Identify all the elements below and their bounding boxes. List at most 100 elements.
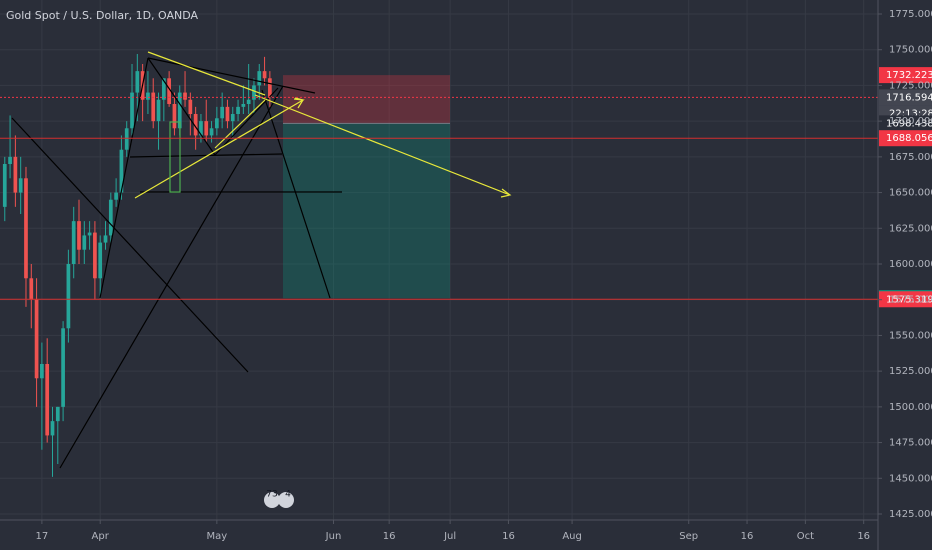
y-tick-label: 1500.000 [889, 402, 932, 413]
yellow-line [147, 51, 266, 96]
x-tick-label: Jul [443, 531, 456, 542]
candle-body [199, 121, 203, 136]
axes: 1425.000 1450.000 1475.000 1500.000 1525.000… [36, 9, 932, 542]
candle-body [241, 104, 246, 107]
candle-body [236, 106, 240, 114]
candle-body [209, 128, 214, 136]
candle-body [188, 99, 193, 114]
candle-body [135, 71, 140, 93]
candle-body [225, 106, 230, 122]
y-tick-label: 1750.000 [889, 45, 932, 56]
target-zone [283, 123, 450, 299]
candle-body [177, 92, 182, 129]
x-tick-label: Jun [325, 531, 342, 542]
candle-body [93, 232, 97, 279]
candle-body [34, 299, 39, 379]
candle-body [87, 232, 92, 236]
candle-body [167, 78, 171, 104]
candle-body [119, 149, 124, 193]
x-tick-label: Sep [679, 531, 698, 542]
candle-body [252, 85, 256, 100]
y-tick-label: 1725.000 [889, 80, 932, 91]
candle-body [8, 156, 12, 164]
candle-body [66, 264, 71, 329]
yellow-arrow [254, 94, 511, 196]
y-tick-label: 1575.000 [889, 295, 932, 306]
trendline [11, 117, 249, 373]
y-tick-label: 1425.000 [889, 509, 932, 520]
x-tick-label: Apr [92, 531, 110, 542]
x-tick-label: 16 [857, 531, 870, 542]
price-label: 1716.594 [886, 92, 932, 103]
drawings [11, 51, 512, 469]
candle-body [151, 92, 156, 122]
candle-body [220, 106, 225, 119]
candle-body [61, 328, 65, 407]
candle-body [98, 242, 103, 279]
candle-body [2, 164, 7, 207]
candle-body [71, 221, 76, 264]
price-label-box [879, 115, 932, 132]
event-count: 4 [285, 490, 291, 500]
candle-body [262, 71, 267, 79]
candle-body [246, 99, 251, 104]
trendline [59, 85, 284, 469]
candle-body [268, 78, 272, 97]
candle-body [257, 71, 262, 86]
event-icons: 73 4 [264, 490, 294, 508]
candles [2, 54, 272, 477]
x-tick-label: 16 [383, 531, 396, 542]
y-tick-label: 1625.000 [889, 223, 932, 234]
x-tick-label: 16 [741, 531, 754, 542]
price-label-box [879, 291, 932, 308]
price-label-box [879, 67, 932, 84]
candle-body [204, 121, 209, 136]
x-tick-label: May [207, 531, 228, 542]
candle-body [13, 156, 18, 193]
candle-body [114, 192, 118, 200]
candle-body [172, 104, 177, 129]
price-label: 1698.438 [886, 118, 932, 129]
price-label: 1575.319 [886, 294, 932, 305]
trendline [147, 57, 316, 94]
candle-body [183, 92, 187, 100]
price-label-box [879, 89, 932, 106]
yellow-line [214, 99, 266, 149]
candle-body [214, 118, 219, 129]
candle-body [103, 235, 108, 243]
candle-body [50, 421, 55, 436]
candle-body [18, 178, 23, 193]
y-tick-label: 1700.000 [889, 116, 932, 127]
candle-body [108, 199, 113, 236]
y-tick-label: 1600.000 [889, 259, 932, 270]
yellow-arrowhead [294, 97, 304, 109]
x-tick-label: 17 [36, 531, 49, 542]
trendline [99, 57, 149, 299]
candle-body [230, 114, 235, 122]
candle-body [29, 278, 34, 300]
candle-body [24, 178, 28, 279]
trendline [214, 87, 279, 156]
price-label-box [879, 130, 932, 147]
event-count: 73 [266, 490, 277, 500]
candle-body [82, 235, 87, 250]
price-label: 1732.223 [886, 70, 932, 81]
x-tick-label: Oct [797, 531, 814, 542]
y-tick-label: 1675.000 [889, 152, 932, 163]
event-icon [278, 492, 294, 508]
y-tick-label: 1450.000 [889, 473, 932, 484]
position-boxes [283, 75, 450, 299]
candle-body [161, 78, 166, 100]
trendline [147, 57, 216, 156]
y-tick-label: 1650.000 [889, 188, 932, 199]
candle-body [193, 114, 198, 136]
y-tick-label: 1775.000 [889, 9, 932, 20]
candle-body [55, 406, 60, 422]
candle-body [124, 128, 129, 150]
y-tick-label: 1475.000 [889, 438, 932, 449]
countdown: 22:13:28 [889, 108, 932, 119]
price-label: 1688.056 [886, 133, 932, 144]
